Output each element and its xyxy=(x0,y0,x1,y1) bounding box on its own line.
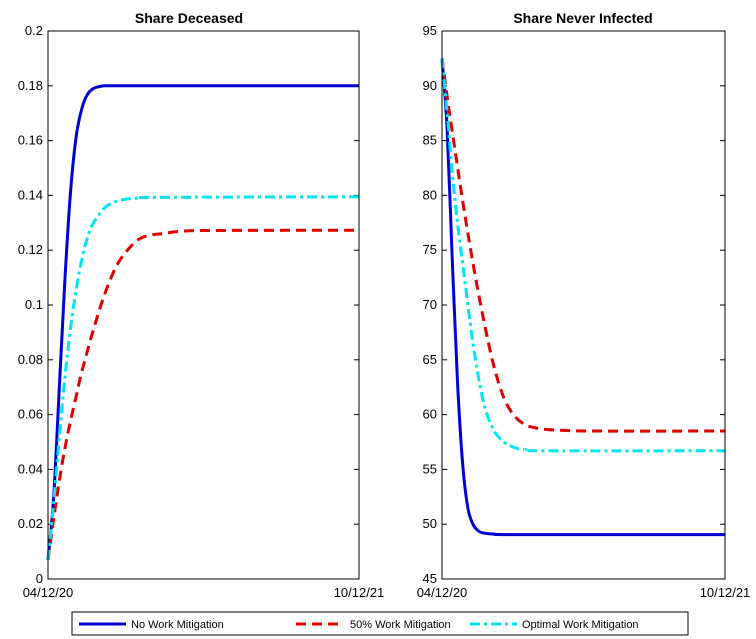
plot-share-never-infected: 45 50 55 60 65 70 75 80 85 90 95 04/12/20 10/12/21 xyxy=(417,23,751,600)
y-tick-label: 55 xyxy=(423,461,437,476)
y-tick-label: 75 xyxy=(423,242,437,257)
panel-share-deceased: Share Deceased 00.020.040.060.080.10.120… xyxy=(18,10,385,600)
legend-label-no-work-mitigation: No Work Mitigation xyxy=(131,619,224,631)
series-line-optimal-work-mitigation xyxy=(46,195,360,560)
series-line-no-work-mitigation xyxy=(46,84,359,560)
title-share-deceased: Share Deceased xyxy=(135,10,243,26)
y-tick-label: 0.18 xyxy=(18,78,43,93)
y-tick-label: 45 xyxy=(423,571,437,586)
axes-frame-share-deceased xyxy=(47,30,360,580)
y-tick-label: 80 xyxy=(423,187,437,202)
series-line-50-work-mitigation xyxy=(46,228,360,561)
y-tick-label: 50 xyxy=(423,516,437,531)
y-tick-label: 0.06 xyxy=(18,407,43,422)
y-tick-label: 0.12 xyxy=(18,242,43,257)
y-tick-label: 0 xyxy=(36,571,43,586)
y-tick-label: 65 xyxy=(423,352,437,367)
y-tick-label: 90 xyxy=(423,78,437,93)
y-tick-label: 0.14 xyxy=(18,187,43,202)
panel-share-never-infected: Share Never Infected 45 50 55 60 65 70 75 80 85 9… xyxy=(417,10,751,600)
title-share-never-infected: Share Never Infected xyxy=(513,10,652,26)
legend-item-50-work-mitigation: 50% Work Mitigation xyxy=(296,619,451,631)
y-tick-label: 0.08 xyxy=(18,352,43,367)
legend-label-50-work-mitigation: 50% Work Mitigation xyxy=(350,619,451,631)
y-tick-label: 60 xyxy=(423,407,437,422)
y-tick-label: 95 xyxy=(423,23,437,38)
legend-box xyxy=(71,611,689,636)
y-tick-label: 0.04 xyxy=(18,461,43,476)
y-tick-label: 85 xyxy=(423,133,437,148)
series-line-optimal-work-mitigation xyxy=(440,58,726,453)
x-tick-label: 10/12/21 xyxy=(700,585,751,600)
y-tick-label: 0.02 xyxy=(18,516,43,531)
plot-share-deceased: 0 0.02 0.04 0.06 0.08 0.1 0.12 0.14 0.16 0.18 0.2 0… xyxy=(18,23,385,600)
legend-item-optimal-work-mitigation: Optimal Work Mitigation xyxy=(470,619,639,631)
y-tick-label: 70 xyxy=(423,297,437,312)
x-tick-label: 04/12/20 xyxy=(417,585,468,600)
y-tick-label: 0.2 xyxy=(25,23,43,38)
legend-label-optimal-work-mitigation: Optimal Work Mitigation xyxy=(522,619,639,631)
x-tick-label: 04/12/20 xyxy=(23,585,74,600)
axes-frame-share-never-infected xyxy=(441,30,726,580)
legend: No Work Mitigation 50% Work Mitigation O… xyxy=(71,611,689,636)
x-tick-label: 10/12/21 xyxy=(334,585,385,600)
legend-item-no-work-mitigation: No Work Mitigation xyxy=(79,619,224,631)
series-line-50-work-mitigation xyxy=(440,58,726,433)
y-tick-label: 0.16 xyxy=(18,133,43,148)
y-tick-label: 0.1 xyxy=(25,297,43,312)
series-line-no-work-mitigation xyxy=(440,58,726,537)
